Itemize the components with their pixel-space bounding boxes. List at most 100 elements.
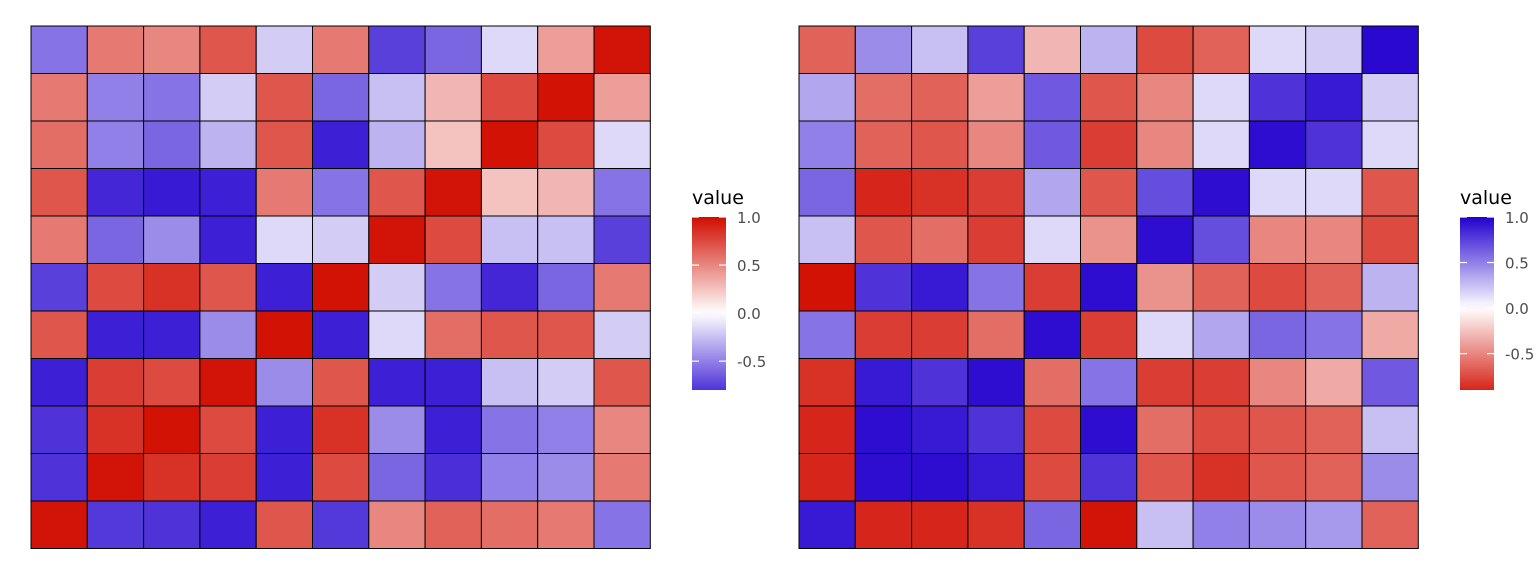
heatmap-cell xyxy=(255,215,314,264)
heatmap-cell xyxy=(1023,500,1082,549)
heatmap-cell xyxy=(911,453,969,502)
heatmap-cell xyxy=(854,310,913,359)
heatmap-cell xyxy=(911,168,969,217)
heatmap-cell xyxy=(1080,453,1138,502)
heatmap-cell xyxy=(424,168,482,217)
heatmap-cell xyxy=(798,358,856,407)
heatmap-panel-right: value 1.0 0.5 0.0 -0.5 xyxy=(768,0,1536,576)
heatmap-cell xyxy=(312,405,370,454)
heatmap-cell xyxy=(1361,215,1419,264)
heatmap-cell xyxy=(1248,358,1307,407)
heatmap-cell xyxy=(593,168,651,217)
heatmap-panel-left: value 1.0 0.5 0.0 -0.5 xyxy=(0,0,768,576)
heatmap-cell xyxy=(1023,453,1082,502)
heatmap-cell xyxy=(480,453,539,502)
heatmap-cell xyxy=(30,358,88,407)
heatmap-cell xyxy=(255,25,314,74)
heatmap-cell xyxy=(86,215,145,264)
heatmap-cell xyxy=(368,453,426,502)
heatmap-cell xyxy=(1248,168,1307,217)
heatmap-cell xyxy=(967,73,1025,122)
heatmap-cell xyxy=(798,215,856,264)
heatmap-cell xyxy=(199,25,257,74)
heatmap-cell xyxy=(312,500,370,549)
heatmap-cell xyxy=(1361,310,1419,359)
heatmap-cell xyxy=(967,25,1025,74)
heatmap-cell xyxy=(1080,120,1138,169)
heatmap-cell xyxy=(798,263,856,312)
heatmap-cell xyxy=(1248,405,1307,454)
heatmap-cell xyxy=(86,25,145,74)
heatmap-cell xyxy=(143,263,201,312)
heatmap-cell xyxy=(1023,25,1082,74)
heatmap-cell xyxy=(1192,500,1250,549)
heatmap-cell xyxy=(86,405,145,454)
heatmap-cell xyxy=(593,405,651,454)
heatmap-cell xyxy=(911,310,969,359)
heatmap-cell xyxy=(368,500,426,549)
heatmap-cell xyxy=(1305,73,1363,122)
heatmap-cell xyxy=(86,73,145,122)
legend-tick-label: 1.0 xyxy=(1505,209,1529,227)
heatmap-cell xyxy=(537,358,595,407)
heatmap-cell xyxy=(1305,453,1363,502)
heatmap-cell xyxy=(255,500,314,549)
heatmap-cell xyxy=(424,215,482,264)
heatmap-cell xyxy=(30,310,88,359)
heatmap-cell xyxy=(255,263,314,312)
heatmap-cell xyxy=(424,453,482,502)
heatmap-cell xyxy=(143,73,201,122)
heatmap-cell xyxy=(537,405,595,454)
heatmap-cell xyxy=(1248,25,1307,74)
heatmap-cell xyxy=(1361,500,1419,549)
heatmap-cell xyxy=(1248,453,1307,502)
heatmap-cell xyxy=(1023,168,1082,217)
heatmap-cell xyxy=(911,358,969,407)
heatmap-cell xyxy=(593,25,651,74)
heatmap-cell xyxy=(1192,25,1250,74)
heatmap-cell xyxy=(854,453,913,502)
heatmap-cell xyxy=(368,215,426,264)
heatmap-cell xyxy=(1192,453,1250,502)
heatmap-cell xyxy=(1192,263,1250,312)
heatmap-cell xyxy=(967,263,1025,312)
heatmap-cell xyxy=(798,405,856,454)
heatmap-cell xyxy=(199,500,257,549)
legend-title: value xyxy=(1460,187,1512,209)
heatmap-cell xyxy=(1361,358,1419,407)
heatmap-cell xyxy=(1080,310,1138,359)
heatmap-cell xyxy=(967,405,1025,454)
heatmap-cell xyxy=(1361,120,1419,169)
heatmap-cell xyxy=(199,358,257,407)
heatmap-cell xyxy=(1023,310,1082,359)
heatmap-cell xyxy=(854,215,913,264)
heatmap-cell xyxy=(1305,310,1363,359)
heatmap-cell xyxy=(1361,453,1419,502)
heatmap-cell xyxy=(480,500,539,549)
heatmap-cell xyxy=(1136,358,1194,407)
heatmap-cell xyxy=(199,168,257,217)
heatmap-cell xyxy=(143,405,201,454)
heatmap-cell xyxy=(86,453,145,502)
heatmap-cell xyxy=(854,168,913,217)
heatmap-cell xyxy=(86,120,145,169)
legend-tick-label: -0.5 xyxy=(737,353,766,371)
heatmap-cell xyxy=(911,73,969,122)
heatmap-cell xyxy=(1136,500,1194,549)
heatmap-cell xyxy=(143,215,201,264)
heatmap-cell xyxy=(593,310,651,359)
heatmap-cell xyxy=(967,120,1025,169)
heatmap-cell xyxy=(1361,25,1419,74)
heatmap-cell xyxy=(312,453,370,502)
legend-tick-label: 0.0 xyxy=(737,305,761,323)
heatmap-cell xyxy=(199,263,257,312)
heatmap-cell xyxy=(854,73,913,122)
heatmap-cell xyxy=(1080,263,1138,312)
heatmap-cell xyxy=(593,215,651,264)
heatmap-cell xyxy=(143,168,201,217)
heatmap-cell xyxy=(1192,168,1250,217)
legend-colorbar xyxy=(1460,217,1494,390)
